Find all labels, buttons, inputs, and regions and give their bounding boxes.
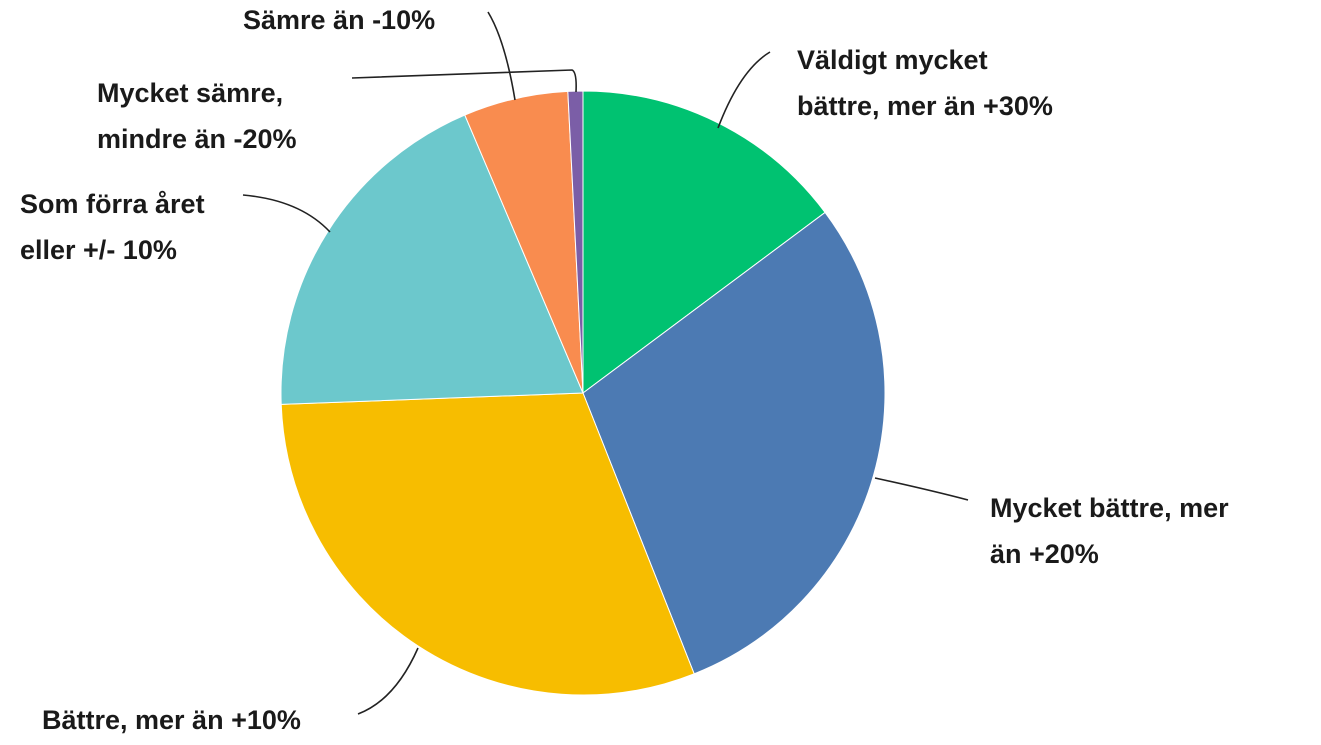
leader-line xyxy=(357,647,419,715)
slice-label: Väldigt mycket xyxy=(797,45,988,75)
slice-label: än +20% xyxy=(990,539,1099,569)
pie-slice xyxy=(582,90,826,394)
leader-line xyxy=(717,51,771,129)
pie-slice xyxy=(280,114,584,405)
slice-label: Mycket sämre, xyxy=(97,78,283,108)
slice-label: Som förra året xyxy=(20,189,205,219)
slice-label: Mycket bättre, mer xyxy=(990,493,1229,523)
pie-slice xyxy=(582,211,886,675)
slice-label: bättre, mer än +30% xyxy=(797,91,1053,121)
slice-label: Sämre än -10% xyxy=(243,5,435,35)
pie-slice xyxy=(280,392,695,696)
leader-line xyxy=(242,194,331,233)
slice-label: eller +/- 10% xyxy=(20,235,177,265)
leader-line xyxy=(351,69,577,93)
slice-label: mindre än -20% xyxy=(97,124,297,154)
leader-line xyxy=(874,477,969,501)
leader-line xyxy=(487,11,516,101)
slice-label: Bättre, mer än +10% xyxy=(42,705,301,735)
